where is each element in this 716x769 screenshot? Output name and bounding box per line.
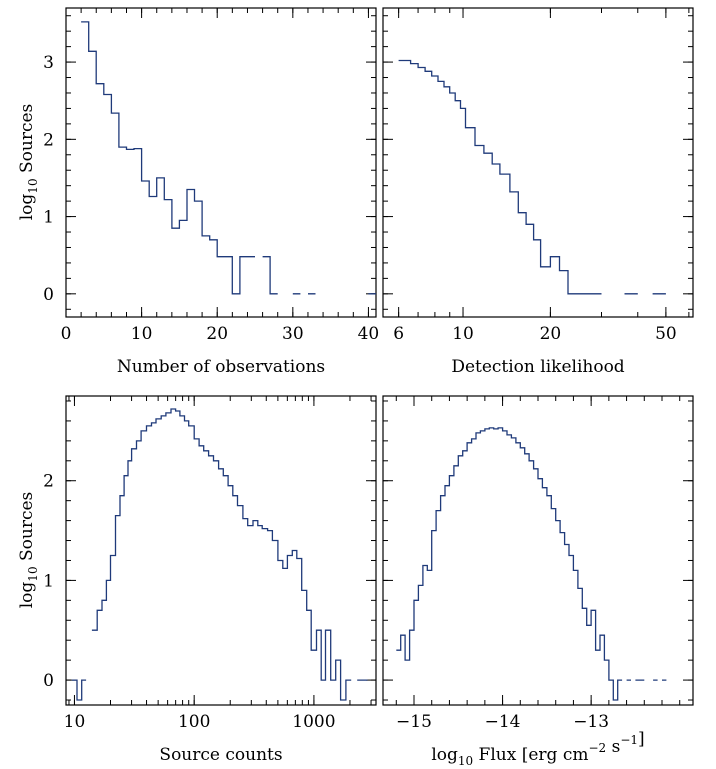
y-tick-label: 3 xyxy=(43,53,54,73)
x-tick-label: 10 xyxy=(64,712,86,732)
x-tick-label: −15 xyxy=(396,712,432,732)
x-tick-label: 10 xyxy=(131,324,153,344)
y-axis-titles: log10 Sources log10 Sources xyxy=(17,104,40,609)
x-axis-title: Number of observations xyxy=(117,357,325,377)
y-tick-label: 2 xyxy=(43,130,54,150)
x-axis-title: Detection likelihood xyxy=(451,357,624,377)
y-tick-label: 2 xyxy=(43,472,54,492)
x-tick-label: −14 xyxy=(485,712,521,732)
panel-number-of-observations: 0 10 20 30 40 0 1 2 3 Number of observations xyxy=(43,7,380,377)
x-tick-label: 6 xyxy=(393,324,404,344)
plot-frame xyxy=(65,7,377,318)
plot-frame xyxy=(382,7,694,318)
histogram-series xyxy=(71,408,368,701)
x-axis-title: log10 Flux [erg cm−2 s−1] xyxy=(431,729,644,768)
histogram-series xyxy=(396,427,667,701)
histogram-series xyxy=(81,21,376,295)
x-tick-label: 100 xyxy=(178,712,210,732)
x-axis-title: Source counts xyxy=(159,745,282,765)
x-tick-label: 1000 xyxy=(292,712,335,732)
x-tick-label: 20 xyxy=(540,324,562,344)
panel-source-counts: 10 100 1000 0 1 2 Source counts xyxy=(43,395,377,765)
y-tick-label: 0 xyxy=(43,285,54,305)
panel-detection-likelihood: 6 10 20 50 Detection likelihood xyxy=(382,7,694,377)
x-tick-label: 30 xyxy=(282,324,304,344)
y-tick-label: 1 xyxy=(43,208,54,228)
x-tick-label: 40 xyxy=(358,324,380,344)
y-tick-label: 0 xyxy=(43,671,54,691)
x-tick-label: −13 xyxy=(573,712,609,732)
y-axis-title: log10 Sources xyxy=(17,492,40,609)
x-tick-label: 0 xyxy=(61,324,72,344)
x-tick-label: 20 xyxy=(206,324,228,344)
plot-frame xyxy=(382,395,694,706)
plot-frame xyxy=(65,395,377,706)
histogram-series xyxy=(398,59,666,295)
x-tick-label: 10 xyxy=(452,324,474,344)
y-tick-label: 1 xyxy=(43,571,54,591)
y-axis-title: log10 Sources xyxy=(17,104,40,221)
x-tick-label: 50 xyxy=(655,324,677,344)
